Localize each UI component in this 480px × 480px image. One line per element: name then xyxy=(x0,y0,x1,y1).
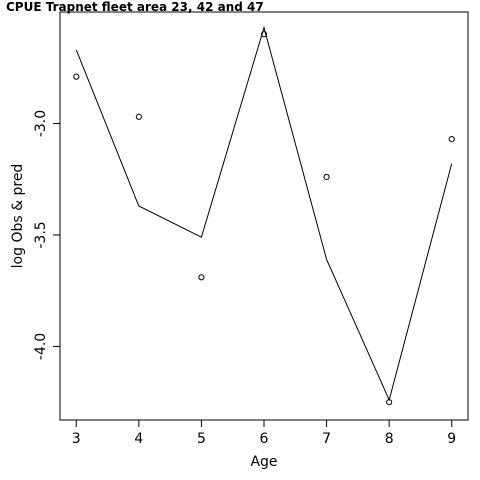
observed-point xyxy=(260,31,268,38)
observed-point xyxy=(198,274,205,281)
observed-point xyxy=(386,399,393,406)
x-tick-label: 5 xyxy=(197,431,206,447)
x-tick-label: 6 xyxy=(260,431,269,447)
x-tick-label: 4 xyxy=(134,431,143,447)
observed-point xyxy=(135,113,142,120)
observed-point xyxy=(323,173,330,181)
y-tick-label: -3.5 xyxy=(33,221,49,248)
x-tick-label: 8 xyxy=(385,431,394,447)
predicted-line xyxy=(75,25,453,402)
y-tick-label: -3.0 xyxy=(33,110,49,137)
x-axis: 3 4 5 6 7 8 9 xyxy=(72,419,456,447)
observed-point xyxy=(73,73,80,80)
predicted-series-line xyxy=(75,25,453,402)
observed-points xyxy=(73,31,455,406)
x-tick-label: 9 xyxy=(447,431,456,447)
observed-point xyxy=(448,135,455,143)
y-tick-label: -4.0 xyxy=(33,333,49,360)
x-tick-label: 7 xyxy=(322,431,331,447)
x-axis-label: Age xyxy=(250,454,277,470)
y-axis-label: log Obs & pred xyxy=(10,164,26,269)
y-axis: -4.0 -3.5 -3.0 xyxy=(33,110,61,360)
plot-frame xyxy=(59,11,469,421)
x-tick-label: 3 xyxy=(72,431,81,447)
chart-title: CPUE Trapnet fleet area 23, 42 and 47 xyxy=(6,0,264,14)
